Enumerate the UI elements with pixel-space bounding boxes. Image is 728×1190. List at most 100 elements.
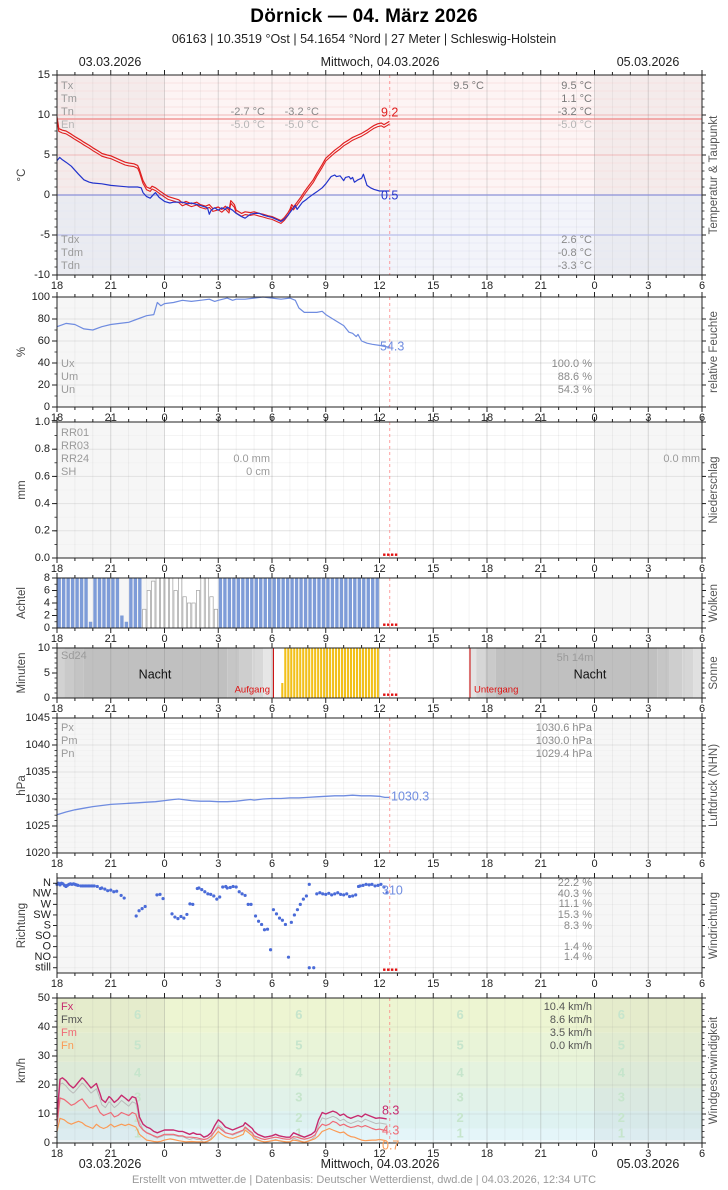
- wind-dir-dot: [274, 912, 279, 916]
- annotation: SH: [61, 466, 76, 478]
- sunshine-bar: [311, 648, 314, 698]
- wind-dir-dot: [286, 955, 291, 959]
- y-tick-label: 4: [44, 597, 50, 609]
- annotation: 54.3: [380, 339, 404, 353]
- annotation: 3.5 km/h: [550, 1027, 592, 1039]
- x-tick-label: 18: [481, 858, 493, 870]
- y-tick-label: 40: [38, 1021, 50, 1033]
- annotation: 10.4 km/h: [544, 1001, 592, 1013]
- x-tick-label: 18: [481, 633, 493, 645]
- wind-dir-dot: [243, 893, 247, 898]
- wind-dir-dot: [262, 928, 267, 932]
- series-Fm: [56, 1097, 387, 1141]
- annotation: -5.0 °C: [558, 119, 592, 131]
- cloud-bar-high: [187, 602, 192, 629]
- annotation: 8.3: [382, 1103, 399, 1117]
- wind-dir-dot: [158, 892, 162, 896]
- y-category-label: S: [44, 919, 51, 931]
- x-tick-label: 3: [645, 978, 651, 990]
- wind-dir-dot: [342, 893, 346, 897]
- y-tick-label: 10: [38, 642, 50, 654]
- annotation: Untergang: [474, 685, 518, 696]
- beaufort-number: 3: [295, 1089, 302, 1104]
- y-tick-label: 1040: [26, 739, 50, 751]
- x-tick-label: 9: [323, 633, 329, 645]
- cloud-bar: [218, 578, 223, 628]
- sunshine-bar: [346, 648, 350, 698]
- cloud-bar-high: [142, 608, 147, 629]
- sunshine-bar: [287, 648, 290, 698]
- x-tick-label: 15: [427, 563, 439, 575]
- annotation: 1.4 %: [564, 941, 592, 953]
- wind-dir-dot: [246, 902, 250, 906]
- wind-dir-dot: [218, 895, 222, 899]
- annotation: Nacht: [139, 667, 172, 681]
- wind-dir-dot: [370, 882, 374, 886]
- x-tick-label: 3: [645, 703, 651, 715]
- annotation: Nacht: [574, 667, 607, 681]
- y-tick-label: 0.8: [35, 443, 50, 455]
- panel-pressure: 18 21 0 3 6 9 12 15 18 21 0 3 6 1045 1040 1035 1030 1025 1…: [16, 712, 720, 870]
- x-tick-label: 0: [591, 563, 597, 575]
- annotation: 9.5 °C: [561, 80, 592, 92]
- y-tick-label: -10: [34, 269, 50, 281]
- red-dot-marker: [387, 693, 390, 696]
- wind-dir-dot: [173, 915, 177, 919]
- right-axis-title: Windgeschwindigkeit: [708, 1016, 720, 1124]
- panel-sun: 18 21 0 3 6 9 12 15 18 21 0 3 6 10 5 0 Sd24 Nacht 5h 14m Na…: [16, 642, 720, 715]
- red-dot-marker: [394, 968, 398, 971]
- left-axis-title: km/h: [16, 1058, 28, 1083]
- annotation: 9.2: [381, 105, 398, 119]
- cloud-bar: [93, 578, 97, 628]
- cloud-bar: [312, 578, 317, 628]
- wind-dir-dot: [298, 902, 302, 906]
- y-tick-label: -5: [40, 229, 50, 241]
- y-category-label: N: [43, 877, 51, 889]
- cloud-bar: [326, 578, 330, 628]
- wind-dir-dot: [351, 894, 355, 898]
- wind-dir-dot: [231, 884, 235, 889]
- x-tick-label: 6: [699, 633, 705, 645]
- beaufort-number: 5: [618, 1037, 625, 1052]
- right-axis-title: Windrichtung: [708, 892, 720, 959]
- wind-dir-dot: [385, 891, 389, 895]
- cloud-bar: [272, 578, 276, 628]
- annotation: 54.3 %: [558, 384, 592, 396]
- beaufort-number: 2: [295, 1110, 302, 1125]
- wind-dir-dot: [364, 882, 368, 886]
- wind-dir-dot: [271, 908, 276, 912]
- y-category-label: W: [41, 898, 52, 910]
- x-tick-label: 3: [645, 633, 651, 645]
- x-tick-label: 0: [161, 1148, 167, 1160]
- sunshine-bar: [284, 648, 287, 698]
- cloud-bar: [88, 621, 93, 628]
- y-tick-label: 80: [38, 313, 50, 325]
- annotation: RR03: [61, 440, 89, 452]
- x-tick-label: 18: [481, 1148, 493, 1160]
- cloud-bar: [317, 578, 321, 628]
- wind-dir-dot: [170, 912, 174, 916]
- x-tick-label: 15: [427, 280, 439, 292]
- x-tick-label: 0: [591, 633, 597, 645]
- beaufort-number: 4: [295, 1065, 303, 1080]
- left-axis-title: mm: [16, 480, 28, 499]
- cloud-bar-high: [164, 577, 169, 629]
- annotation: Pn: [61, 748, 74, 760]
- wind-dir-dot: [197, 886, 201, 890]
- series-Taupunkt: [56, 156, 390, 222]
- cloud-bar: [276, 578, 281, 628]
- sunshine-bar: [338, 648, 341, 698]
- cloud-bar: [57, 578, 61, 628]
- red-dot-marker: [383, 968, 386, 971]
- annotation: Tdn: [61, 260, 80, 272]
- wind-dir-dot: [203, 890, 207, 894]
- annotation: RR24: [61, 453, 89, 465]
- annotation: 1030.0 hPa: [536, 735, 593, 747]
- annotation: Px: [61, 722, 74, 734]
- sunshine-bar: [352, 648, 356, 698]
- x-tick-label: 12: [373, 1148, 385, 1160]
- red-dot-marker: [394, 553, 398, 556]
- sunshine-bar: [299, 648, 302, 698]
